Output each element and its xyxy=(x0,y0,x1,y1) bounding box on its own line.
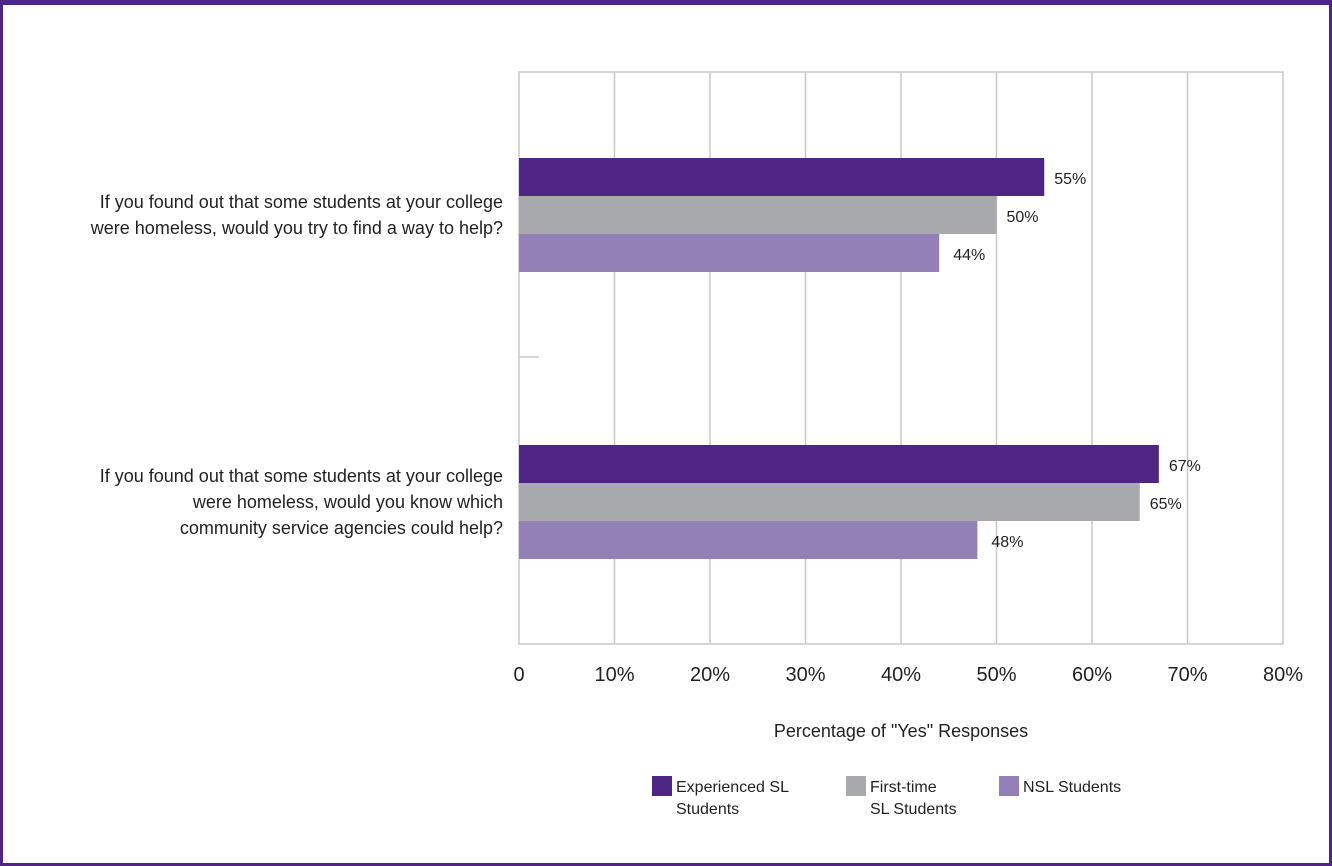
legend-label: NSL Students xyxy=(1023,779,1121,796)
x-tick-label: 0 xyxy=(513,664,524,686)
legend-label: First-time SL Students xyxy=(870,779,957,818)
bar xyxy=(519,158,1045,196)
legend-swatch xyxy=(652,776,672,796)
bar xyxy=(519,445,1159,483)
x-tick-label: 70% xyxy=(1167,664,1207,686)
x-tick-label: 50% xyxy=(976,664,1016,686)
data-label: 55% xyxy=(1054,171,1086,188)
legend-label: Experienced SL Students xyxy=(676,779,789,818)
x-tick-label: 30% xyxy=(785,664,825,686)
legend-swatch xyxy=(999,776,1019,796)
data-label: 67% xyxy=(1169,458,1201,475)
data-label: 44% xyxy=(953,247,985,264)
x-tick-label: 20% xyxy=(690,664,730,686)
x-tick-label: 60% xyxy=(1072,664,1112,686)
bar xyxy=(519,234,940,272)
category-label: If you found out that some students at y… xyxy=(90,192,503,238)
x-tick-label: 80% xyxy=(1263,664,1303,686)
category-label: If you found out that some students at y… xyxy=(100,466,503,538)
data-label: 65% xyxy=(1150,496,1182,513)
bar xyxy=(519,521,978,559)
x-axis-title: Percentage of "Yes" Responses xyxy=(774,721,1028,741)
legend-swatch xyxy=(846,776,866,796)
bar xyxy=(519,196,997,234)
bar xyxy=(519,483,1140,521)
x-tick-label: 40% xyxy=(881,664,921,686)
x-tick-label: 10% xyxy=(594,664,634,686)
data-label: 50% xyxy=(1007,209,1039,226)
data-label: 48% xyxy=(991,534,1023,551)
